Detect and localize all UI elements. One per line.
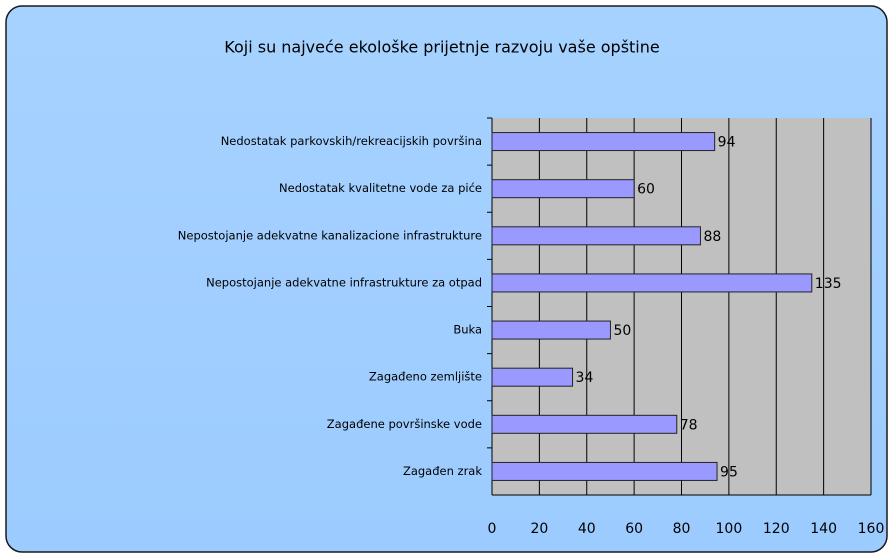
- value-label: 50: [613, 323, 631, 339]
- x-tick-label: 120: [763, 521, 790, 537]
- y-tick-label: Zagađen zrak: [403, 464, 482, 478]
- value-label: 88: [703, 229, 721, 245]
- y-tick-label: Buka: [453, 323, 482, 337]
- y-tick-label: Nepostojanje adekvatne kanalizacione inf…: [178, 228, 482, 242]
- y-tick-label: Nedostatak kvalitetne vode za piće: [279, 181, 482, 195]
- x-tick-label: 40: [578, 521, 596, 537]
- value-label: 135: [815, 276, 842, 292]
- bar: [491, 179, 635, 199]
- value-label: 95: [720, 464, 738, 480]
- x-tick-label: 0: [488, 521, 497, 537]
- value-label: 94: [718, 135, 736, 151]
- bar: [491, 367, 574, 387]
- y-tick-label: Zagađeno zemljište: [369, 370, 482, 384]
- x-tick-label: 20: [530, 521, 548, 537]
- x-tick-label: 80: [673, 521, 691, 537]
- y-tick-label: Zagađene površinske vode: [327, 417, 482, 431]
- bar: [491, 132, 716, 152]
- x-tick-label: 140: [810, 521, 837, 537]
- bar: [491, 414, 678, 434]
- bar: [491, 273, 813, 293]
- bar: [491, 320, 611, 340]
- value-label: 78: [680, 417, 698, 433]
- x-tick-label: 100: [716, 521, 743, 537]
- y-tick-label: Nepostojanje adekvatne infrastrukture za…: [206, 275, 482, 289]
- value-label: 60: [637, 182, 655, 198]
- chart-title: Koji su najveće ekološke prijetnje razvo…: [224, 38, 659, 57]
- value-label: 34: [576, 370, 594, 386]
- bar: [491, 226, 701, 246]
- x-tick-label: 60: [625, 521, 643, 537]
- x-tick-label: 160: [858, 521, 885, 537]
- bar: [491, 461, 718, 481]
- y-tick-label: Nedostatak parkovskih/rekreacijskih povr…: [221, 134, 482, 148]
